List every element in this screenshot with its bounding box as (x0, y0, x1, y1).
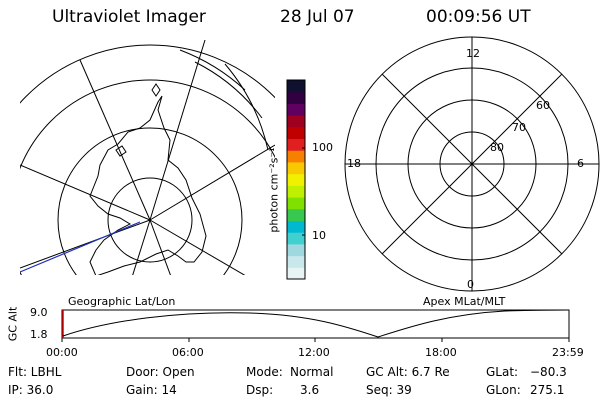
meridian-4 (149, 219, 246, 275)
colorbar-cell (287, 232, 305, 245)
timeline-xtick-1800: 18:00 (425, 346, 457, 359)
satellite-track (20, 221, 141, 273)
colorbar-cell (287, 185, 305, 198)
mlat-label-80: 80 (490, 141, 504, 154)
altitude-curve (62, 309, 570, 338)
lat-circle-inner (107, 177, 193, 263)
timeline-xtick-2359: 23:59 (552, 346, 584, 359)
instrument-title: Ultraviolet Imager (52, 7, 206, 27)
lat-circle-outer2 (20, 44, 275, 104)
time-label: 00:09:56 UT (426, 7, 531, 27)
mlat-label-70: 70 (512, 121, 526, 134)
coast-island-1 (151, 83, 161, 97)
coast-island-2 (115, 145, 127, 157)
arc-fragment-1 (179, 49, 246, 91)
timeline-ytick-9: 9.0 (30, 306, 48, 319)
info-glon-key: GLon: (486, 383, 521, 397)
meridian-8 (20, 219, 151, 269)
colorbar-cell (287, 243, 305, 257)
mlt-label-18: 18 (347, 157, 361, 170)
info-glat-key: GLat: (486, 365, 519, 379)
colorbar-cell (287, 220, 305, 233)
info-mode-val: Normal (290, 365, 334, 379)
geographic-map (20, 40, 275, 275)
timeline-xtick-0600: 06:00 (172, 346, 204, 359)
colorbar-cell (287, 115, 305, 128)
colorbar-cell (287, 126, 305, 140)
meridian-7 (20, 164, 151, 221)
info-dsp-val: 3.6 (300, 383, 320, 397)
lat-circle-middle (57, 127, 243, 275)
info-glat-val: −80.3 (530, 365, 567, 379)
geographic-caption: Geographic Lat/Lon (68, 295, 176, 308)
info-ip: IP: 36.0 (8, 383, 54, 397)
timeline-ytick-1-8: 1.8 (30, 328, 48, 341)
colorbar-cell (287, 150, 305, 163)
apex-caption: Apex MLat/MLT (423, 295, 506, 308)
colorbar-label: photon cm⁻²s⁻¹ (267, 147, 281, 233)
timeline-ylabel: GC Alt (6, 306, 20, 342)
info-filter: Flt: LBHL (8, 365, 62, 379)
meridian-2 (149, 40, 206, 221)
colorbar-cell (287, 103, 305, 116)
arc-fragment-3 (224, 63, 269, 151)
lat-circle-outer (20, 79, 275, 275)
info-mode-key: Mode: (246, 365, 283, 379)
colorbar-cell (287, 255, 305, 268)
colorbar-cell (287, 161, 305, 175)
colorbar-cell (287, 80, 305, 93)
colorbar-tick-10: 10 (312, 229, 326, 242)
colorbar-cell (287, 267, 305, 280)
colorbar-cell (287, 197, 305, 210)
mlt-label-6: 6 (577, 157, 584, 170)
meridian-3 (149, 144, 275, 221)
timeline-xtick-0000: 00:00 (46, 346, 78, 359)
info-glon-val: 275.1 (530, 383, 565, 397)
colorbar-tick-100: 100 (312, 141, 333, 154)
colorbar-cell (287, 208, 305, 221)
timeline-xtick-1200: 12:00 (298, 346, 330, 359)
coastline (89, 95, 207, 275)
info-gc-alt: GC Alt: 6.7 Re (366, 365, 450, 379)
mlt-label-0: 0 (467, 278, 474, 291)
meridian-1 (79, 59, 151, 221)
info-seq: Seq: 39 (366, 383, 412, 397)
meridian-6 (132, 219, 151, 275)
info-dsp-key: Dsp: (246, 383, 274, 397)
date-label: 28 Jul 07 (280, 7, 355, 27)
meridian-5 (149, 219, 171, 275)
mlat-label-60: 60 (536, 99, 550, 112)
info-door: Door: Open (126, 365, 195, 379)
info-gain: Gain: 14 (126, 383, 177, 397)
mlt-label-12: 12 (466, 47, 480, 60)
arc-fragment-2 (194, 61, 263, 119)
colorbar (286, 79, 306, 280)
altitude-timeline (61, 309, 570, 342)
colorbar-cell (287, 91, 305, 104)
magnetic-polar-plot (344, 36, 600, 292)
colorbar-cell (287, 138, 305, 151)
colorbar-cell (287, 173, 305, 186)
